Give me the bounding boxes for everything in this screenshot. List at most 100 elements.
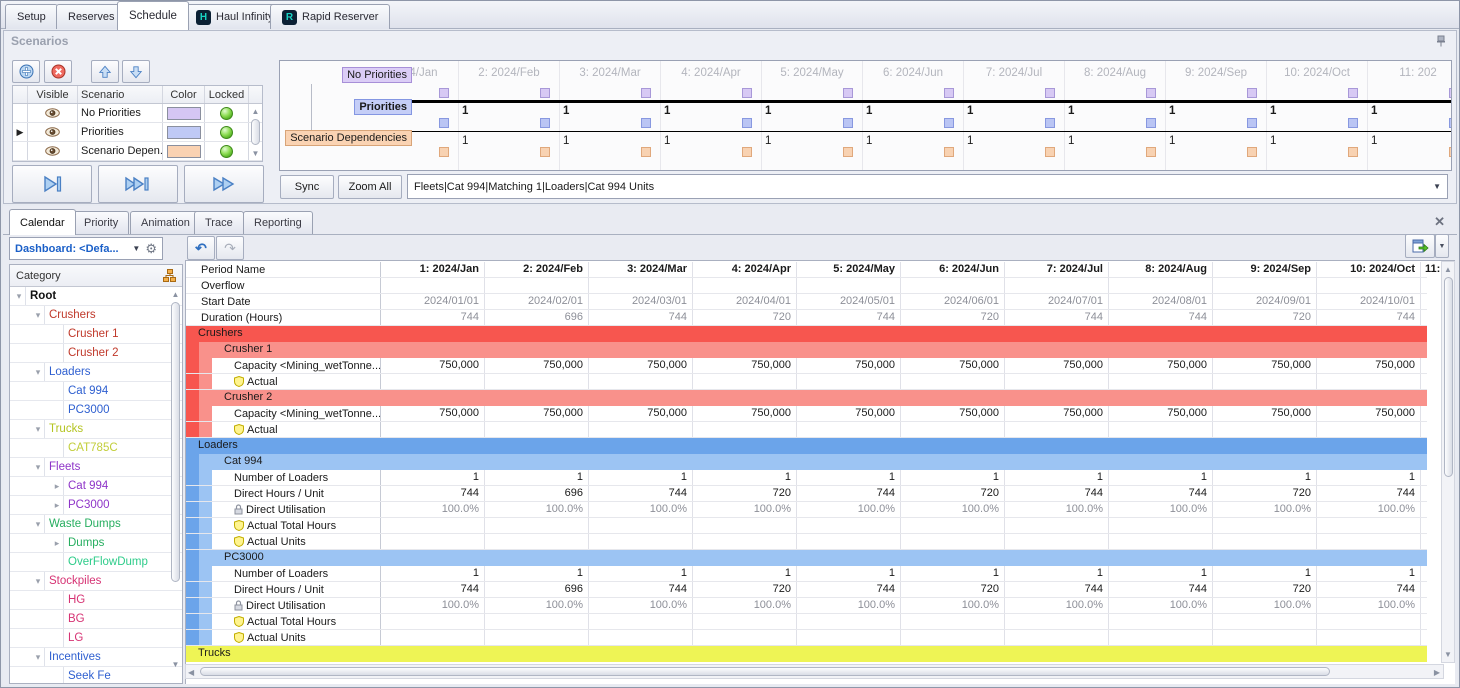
grid-cell[interactable]: 750,000	[693, 358, 797, 373]
grid-cell[interactable]	[693, 630, 797, 645]
timeline-scenario-chip[interactable]: No Priorities	[342, 67, 412, 83]
locked-cell[interactable]	[205, 104, 249, 122]
timeline-period-column[interactable]: 6: 2024/Jun 1 1	[862, 61, 963, 170]
grid-cell[interactable]: 1	[589, 470, 693, 485]
expander-open-icon[interactable]: ▾	[35, 461, 41, 472]
grid-cell[interactable]: 4: 2024/Apr	[693, 262, 797, 277]
tree-item-dumps[interactable]: ▸ Dumps	[10, 534, 182, 553]
grid-cell[interactable]	[901, 630, 1005, 645]
grid-cell[interactable]	[1005, 534, 1109, 549]
expander-open-icon[interactable]: ▾	[35, 518, 41, 529]
expander-open-icon[interactable]: ▾	[35, 309, 41, 320]
grid-cell[interactable]: 696	[485, 486, 589, 501]
scrollbar-thumb[interactable]	[1444, 277, 1453, 477]
expander-closed-icon[interactable]: ▸	[54, 499, 60, 510]
grid-cell[interactable]	[1005, 518, 1109, 533]
grid-cell[interactable]	[589, 614, 693, 629]
scenario-name[interactable]: No Priorities	[78, 104, 163, 122]
grid-row-data[interactable]: Actual Units	[186, 534, 1427, 550]
add-scenario-button[interactable]	[12, 60, 40, 83]
grid-cell[interactable]: 750,000	[1213, 406, 1317, 421]
expander-open-icon[interactable]: ▾	[35, 366, 41, 377]
grid-cell[interactable]: 1	[381, 566, 485, 581]
grid-row-band1[interactable]: Crushers	[186, 326, 1427, 342]
move-up-button[interactable]	[91, 60, 119, 83]
grid-cell[interactable]	[1109, 630, 1213, 645]
grid-cell[interactable]: 750,000	[1005, 358, 1109, 373]
grid-cell[interactable]: 744	[1317, 582, 1421, 597]
grid-cell[interactable]: 750,000	[1109, 358, 1213, 373]
grid-cell[interactable]	[1005, 630, 1109, 645]
tree-item-hg[interactable]: HG	[10, 591, 182, 610]
tab-rapid-reserver[interactable]: R Rapid Reserver	[270, 4, 391, 29]
column-header-locked[interactable]: Locked	[205, 86, 249, 103]
scenario-color-cell[interactable]	[163, 104, 205, 122]
grid-cell[interactable]: 720	[1213, 310, 1317, 325]
tree-item-loaders[interactable]: ▾ Loaders	[10, 363, 182, 382]
grid-row-band1[interactable]: Trucks	[186, 646, 1427, 662]
grid-cell[interactable]: 100.0%	[1213, 502, 1317, 517]
grid-cell[interactable]: 3: 2024/Mar	[589, 262, 693, 277]
grid-cell[interactable]: 100.0%	[901, 598, 1005, 613]
timeline-period-column[interactable]: 9: 2024/Sep 1 1	[1165, 61, 1266, 170]
grid-cell[interactable]: 1	[901, 566, 1005, 581]
scenario-row[interactable]: ▶ Priorities	[13, 123, 262, 142]
grid-cell[interactable]: 10: 2024/Oct	[1317, 262, 1421, 277]
grid-cell[interactable]: 744	[1005, 310, 1109, 325]
scroll-down-arrow-icon[interactable]: ▼	[171, 660, 180, 669]
grid-cell[interactable]: 100.0%	[693, 502, 797, 517]
timeline-period-column[interactable]: 3: 2024/Mar 1 1	[559, 61, 660, 170]
grid-cell[interactable]	[485, 374, 589, 389]
grid-cell[interactable]	[381, 630, 485, 645]
grid-row-data[interactable]: Capacity <Mining_wetTonne... 750,000 750,0…	[186, 406, 1427, 422]
grid-cell[interactable]	[381, 422, 485, 437]
grid-cell[interactable]: 100.0%	[1109, 502, 1213, 517]
scenario-name[interactable]: Scenario Depen...	[78, 142, 163, 160]
visible-toggle[interactable]	[28, 104, 78, 122]
tab-reserves[interactable]: Reserves	[56, 4, 127, 29]
grid-cell[interactable]: 1	[589, 566, 693, 581]
grid-cell[interactable]: 1: 2024/Jan	[381, 262, 485, 277]
grid-cell[interactable]: 750,000	[1005, 406, 1109, 421]
grid-cell[interactable]: 744	[589, 486, 693, 501]
grid-cell[interactable]: 744	[1317, 486, 1421, 501]
grid-cell[interactable]: 744	[381, 486, 485, 501]
grid-cell[interactable]: 744	[589, 582, 693, 597]
tab-trace[interactable]: Trace	[194, 211, 244, 234]
grid-row-band2[interactable]: Crusher 1	[186, 342, 1427, 358]
grid-cell[interactable]: 720	[693, 486, 797, 501]
grid-row-meta[interactable]: Overflow	[186, 278, 1427, 294]
grid-cell[interactable]	[1317, 534, 1421, 549]
tree-item-waste-dumps[interactable]: ▾ Waste Dumps	[10, 515, 182, 534]
grid-cell[interactable]: 100.0%	[1317, 502, 1421, 517]
grid-cell[interactable]: 100.0%	[797, 598, 901, 613]
grid-cell[interactable]: 720	[901, 310, 1005, 325]
delete-scenario-button[interactable]	[44, 60, 72, 83]
timeline-scenario-chip[interactable]: Priorities	[354, 99, 412, 115]
grid-cell[interactable]: 696	[485, 582, 589, 597]
grid-row-meta[interactable]: Duration (Hours) 744 696 744 720 744 720 744 744…	[186, 310, 1427, 326]
scenario-path-combo[interactable]: Fleets|Cat 994|Matching 1|Loaders|Cat 99…	[407, 174, 1448, 199]
grid-cell[interactable]: 6: 2024/Jun	[901, 262, 1005, 277]
grid-cell[interactable]	[485, 422, 589, 437]
expander-open-icon[interactable]: ▾	[35, 423, 41, 434]
grid-cell[interactable]	[901, 518, 1005, 533]
column-header-color[interactable]: Color	[163, 86, 205, 103]
skip-to-end-button[interactable]	[98, 165, 178, 203]
grid-cell[interactable]	[589, 518, 693, 533]
tree-item-pc3000[interactable]: PC3000	[10, 401, 182, 420]
locked-cell[interactable]	[205, 123, 249, 141]
grid-cell[interactable]: 750,000	[589, 406, 693, 421]
grid-cell[interactable]: 100.0%	[693, 598, 797, 613]
grid-cell[interactable]: 100.0%	[1005, 502, 1109, 517]
grid-cell[interactable]: 1	[1109, 566, 1213, 581]
grid-cell[interactable]: 744	[797, 486, 901, 501]
grid-cell[interactable]: 1	[1005, 470, 1109, 485]
grid-cell[interactable]: 2024/03/01	[589, 294, 693, 309]
visible-toggle[interactable]	[28, 142, 78, 160]
fast-forward-button[interactable]	[184, 165, 264, 203]
grid-cell[interactable]: 750,000	[1317, 358, 1421, 373]
grid-cell[interactable]: 750,000	[485, 358, 589, 373]
grid-cell[interactable]: 750,000	[1317, 406, 1421, 421]
